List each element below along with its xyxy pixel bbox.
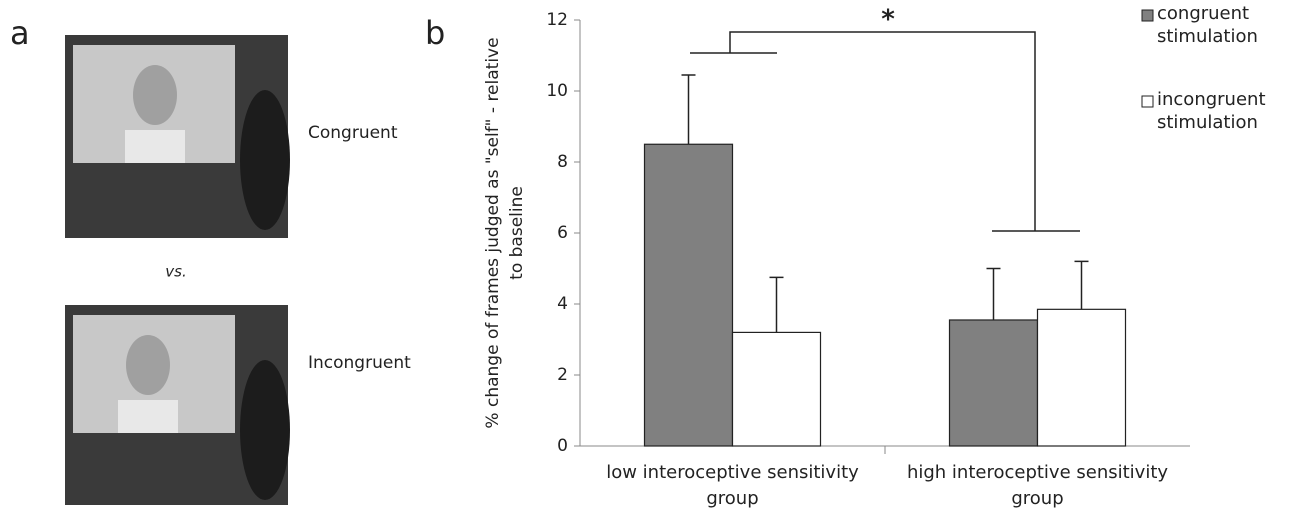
condition-label: Incongruent [308, 353, 411, 373]
panel-label: a [10, 14, 30, 52]
panel-label: b [425, 14, 445, 52]
x-tick-label: high interoceptive sensitivity group [906, 462, 1169, 509]
error-bar [1074, 260, 1089, 310]
y-tick-label: 12 [546, 10, 568, 30]
separator: vs. [165, 263, 186, 281]
bar [731, 331, 822, 447]
bar [643, 143, 734, 447]
significance-star: * [881, 5, 895, 35]
y-tick-label: 6 [557, 223, 568, 243]
condition-label: Congruent [308, 123, 398, 143]
legend-label: congruent stimulation [1157, 3, 1258, 47]
y-tick-label: 4 [557, 294, 568, 314]
y-axis-label: % change of frames judged as "self" - re… [483, 37, 527, 429]
y-tick-label: 0 [557, 436, 568, 456]
x-tick-label: low interoceptive sensitivity group [606, 462, 859, 509]
legend-label: incongruent stimulation [1157, 89, 1266, 133]
legend-swatch [1141, 9, 1154, 22]
error-bar [681, 74, 696, 145]
legend-swatch [1141, 95, 1154, 108]
photo-congruent [65, 35, 290, 238]
significance-bracket [690, 31, 1080, 232]
error-bar [769, 276, 784, 333]
photo-incongruent [65, 305, 290, 505]
y-tick-label: 10 [546, 81, 568, 101]
error-bar [986, 267, 1001, 320]
bar [1036, 308, 1127, 447]
y-tick-label: 8 [557, 152, 568, 172]
bar [948, 319, 1039, 447]
y-tick-label: 2 [557, 365, 568, 385]
